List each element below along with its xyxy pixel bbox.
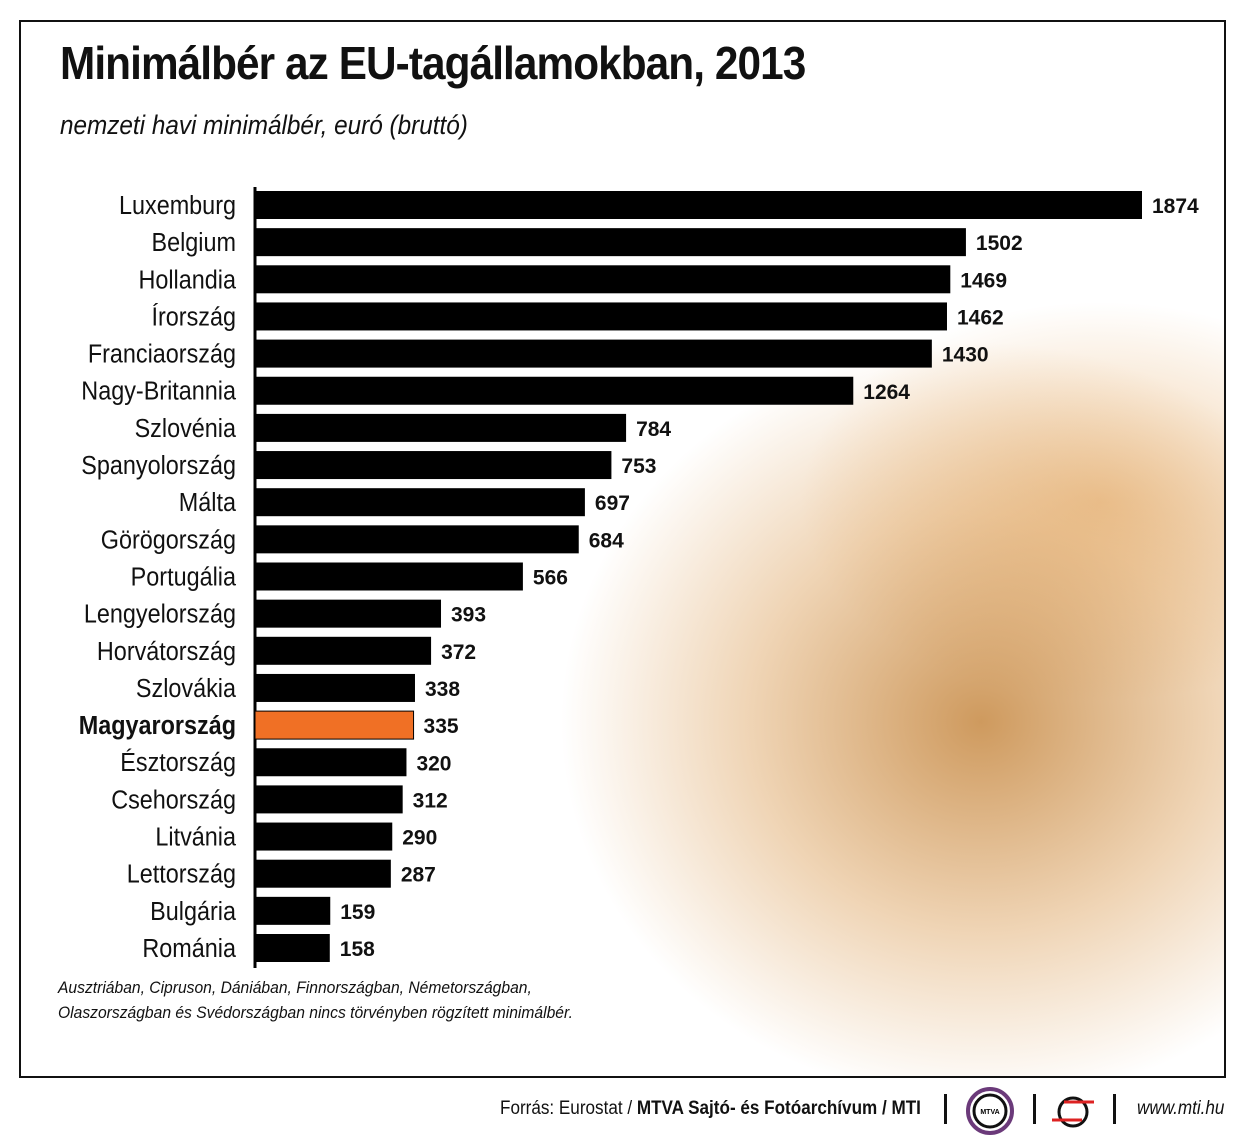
- bar: [255, 451, 612, 480]
- category-label: Szlovákia: [136, 675, 236, 703]
- category-label: Málta: [179, 489, 236, 517]
- bar: [255, 599, 442, 628]
- bar: [255, 673, 415, 702]
- website-link[interactable]: www.mti.hu: [1137, 1098, 1225, 1119]
- category-label: Magyarország: [79, 712, 236, 740]
- source-text: Forrás: Eurostat / MTVA Sajtó- és Fotóar…: [500, 1098, 921, 1120]
- value-label: 753: [621, 455, 656, 478]
- category-label: Szlovénia: [135, 415, 237, 443]
- category-label: Luxemburg: [119, 192, 236, 220]
- value-label: 1264: [863, 381, 910, 404]
- value-label: 393: [451, 604, 486, 627]
- value-label: 1469: [960, 269, 1007, 292]
- value-label: 287: [401, 864, 436, 887]
- bar: [255, 376, 854, 405]
- category-label: Horvátország: [97, 638, 236, 666]
- category-label: Lengyelország: [84, 601, 236, 629]
- bar: [255, 896, 331, 925]
- value-label: 1874: [1152, 195, 1199, 218]
- value-label: 290: [402, 827, 437, 850]
- divider: [1033, 1094, 1036, 1124]
- category-label: Észtország: [120, 749, 236, 777]
- category-label: Nagy-Britannia: [81, 378, 236, 406]
- mti-logo: [1052, 1096, 1094, 1128]
- bar: [255, 265, 951, 294]
- value-label: 1430: [942, 344, 989, 367]
- bar: [254, 710, 415, 740]
- category-label: Görögország: [101, 526, 236, 554]
- value-label: 158: [340, 938, 375, 961]
- category-label: Litvánia: [155, 823, 236, 851]
- category-label: Románia: [142, 935, 236, 963]
- value-label: 372: [441, 641, 476, 664]
- category-label: Bulgária: [150, 898, 236, 926]
- bar: [255, 859, 391, 888]
- category-label: Belgium: [152, 229, 236, 257]
- bar: [255, 822, 393, 851]
- bar: [255, 636, 432, 665]
- category-label: Lettország: [127, 861, 236, 889]
- bar: [255, 413, 627, 442]
- value-label: 566: [533, 567, 568, 590]
- value-label: 338: [425, 678, 460, 701]
- value-label: 320: [416, 752, 451, 775]
- category-label: Portugália: [131, 563, 237, 591]
- category-label: Hollandia: [138, 266, 236, 294]
- bar: [255, 302, 947, 331]
- source-agency: MTVA Sajtó- és Fotóarchívum / MTI: [636, 1098, 921, 1119]
- value-label: 697: [595, 492, 630, 515]
- footnote-line-2: Olaszországban és Svédországban nincs tö…: [58, 1003, 573, 1022]
- divider: [944, 1094, 947, 1124]
- value-label: 335: [424, 715, 459, 738]
- value-label: 1462: [957, 306, 1004, 329]
- footnote: Ausztriában, Cipruson, Dániában, Finnors…: [58, 975, 573, 1025]
- bar: [255, 562, 523, 591]
- bar: [255, 525, 579, 554]
- footnote-line-1: Ausztriában, Cipruson, Dániában, Finnors…: [58, 978, 532, 997]
- value-label: 159: [340, 901, 375, 924]
- category-label: Franciaország: [88, 341, 236, 369]
- bar: [255, 748, 407, 777]
- value-label: 312: [413, 789, 448, 812]
- bar: [255, 488, 585, 517]
- footer: Forrás: Eurostat / MTVA Sajtó- és Fotóar…: [0, 1082, 1244, 1138]
- bar: [255, 934, 330, 962]
- chart-title: Minimálbér az EU-tagállamokban, 2013: [60, 37, 806, 89]
- mtva-logo: MTVA: [966, 1087, 1014, 1135]
- bar: [255, 191, 1142, 219]
- svg-text:MTVA: MTVA: [980, 1109, 999, 1116]
- category-label: Spanyolország: [81, 452, 236, 480]
- chart-subtitle: nemzeti havi minimálbér, euró (bruttó): [60, 110, 468, 140]
- value-label: 1502: [976, 232, 1023, 255]
- category-label: Írország: [152, 303, 236, 331]
- divider: [1113, 1094, 1116, 1124]
- bar-chart: Luxemburg 1874 Belgium 1502 Hollandia 1469 Íro…: [79, 187, 1199, 968]
- bar: [255, 785, 403, 814]
- bar: [255, 339, 932, 368]
- value-label: 684: [589, 529, 624, 552]
- bar: [255, 228, 966, 257]
- value-label: 784: [636, 418, 671, 441]
- source-prefix: Forrás: Eurostat /: [500, 1098, 637, 1119]
- category-label: Csehország: [111, 786, 236, 814]
